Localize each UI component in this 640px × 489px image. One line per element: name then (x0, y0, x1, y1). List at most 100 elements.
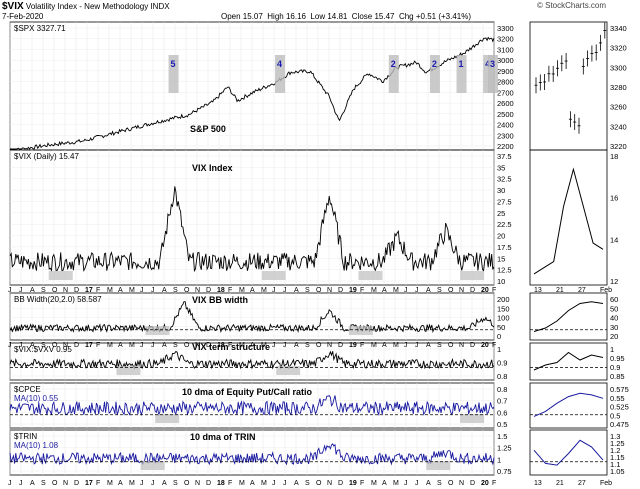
x-tick-label: J (415, 287, 419, 294)
x-tick-label: A (118, 287, 123, 294)
x-tick-label: N (327, 287, 332, 294)
zoom-y-tick-label: 1.15 (610, 453, 625, 462)
y-tick-label: 0 (497, 332, 501, 341)
y-tick-label: 3300 (497, 24, 514, 33)
shaded-region (48, 271, 73, 280)
zoom-y-tick-label: 1.05 (610, 467, 625, 476)
x-tick-label: D (338, 342, 343, 349)
x-tick-label-bottom: D (470, 480, 475, 487)
y-tick-label: 12.5 (497, 266, 512, 275)
y-tick-label: 2400 (497, 121, 514, 130)
x-tick-label-bottom: A (118, 480, 123, 487)
zoom-frame-2 (529, 292, 608, 341)
x-tick-label: A (118, 342, 123, 349)
shaded-region (388, 55, 399, 93)
shaded-region (116, 366, 141, 375)
x-tick-label: A (30, 342, 35, 349)
x-tick-label: O (316, 287, 322, 294)
y-tick-label: 1 (497, 455, 501, 464)
shaded-region (275, 55, 286, 93)
x-tick-label-bottom: J (8, 480, 12, 487)
zoom-y-tick-label: 0.525 (610, 403, 629, 412)
x-tick-label: D (74, 342, 79, 349)
y-tick-label: 35 (497, 163, 505, 172)
y-tick-label: 1.25 (497, 444, 512, 453)
shaded-region (276, 366, 301, 375)
x-tick-label: M (107, 287, 113, 294)
y-tick-label: 0.8 (497, 385, 507, 394)
panel-legend: $TRIN (14, 432, 37, 441)
x-tick-label: D (470, 342, 475, 349)
x-tick-label: A (294, 342, 299, 349)
shaded-region (488, 55, 498, 93)
region-label: 4 (485, 59, 490, 69)
y-tick-label: 17.5 (497, 243, 512, 252)
x-tick-label: N (327, 342, 332, 349)
x-tick-label: D (470, 287, 475, 294)
x-tick-label: J (140, 287, 144, 294)
y-tick-label: 1 (497, 345, 501, 354)
x-tick-label: N (63, 287, 68, 294)
x-tick-label: S (41, 342, 46, 349)
x-tick-label-bottom: O (316, 480, 322, 487)
ohlc-open: Open 15.07 (221, 12, 263, 21)
region-label: 5 (171, 59, 176, 69)
x-tick-label-bottom: F (360, 480, 364, 487)
x-tick-label: N (459, 287, 464, 294)
spx-line (10, 36, 495, 150)
x-tick-label-bottom: J (140, 480, 144, 487)
zoom-x-tick-label: 21 (556, 287, 564, 294)
y-tick-label: 20 (497, 232, 505, 241)
x-tick-label: J (19, 342, 23, 349)
x-tick-label-bottom: J (19, 480, 23, 487)
x-tick-label: M (393, 342, 399, 349)
x-tick-label-bottom: D (74, 480, 79, 487)
zoom-y-tick-label: 1.3 (610, 432, 620, 441)
source-credit: © StockCharts.com (537, 1, 607, 10)
y-tick-label: 50 (497, 323, 505, 332)
x-tick-label: J (19, 287, 23, 294)
zoom-y-tick-label: 18 (610, 152, 618, 161)
x-tick-label-bottom: A (30, 480, 35, 487)
zoom-y-tick-label: 1 (610, 345, 614, 354)
x-tick-label: J (8, 342, 12, 349)
zoom-y-tick-label: 14 (610, 235, 618, 244)
header-ohlc: Open 15.07 High 16.16 Low 14.81 Close 15… (221, 12, 471, 21)
shaded-region (140, 461, 165, 470)
x-tick-label: 17 (85, 287, 93, 294)
x-tick-label: F (228, 342, 232, 349)
zoom-y-tick-label: 3240 (610, 122, 627, 131)
zoom-frame-3 (529, 342, 608, 381)
x-tick-label: F (492, 342, 496, 349)
x-tick-label: M (239, 287, 245, 294)
x-tick-label: O (448, 342, 454, 349)
x-tick-label: D (338, 287, 343, 294)
x-tick-label: S (305, 342, 310, 349)
x-tick-label: D (206, 342, 211, 349)
shaded-region (460, 414, 485, 423)
zoom-bbwidth-line (533, 301, 604, 332)
shaded-region (348, 326, 373, 335)
zoom-x-tick-label: 27 (578, 287, 586, 294)
x-tick-label: S (173, 342, 178, 349)
x-tick-label: O (52, 287, 58, 294)
x-tick-label-bottom: S (305, 480, 310, 487)
x-tick-label-bottom: 20 (481, 480, 489, 487)
x-tick-label-bottom: M (129, 480, 135, 487)
y-tick-label: 2500 (497, 110, 514, 119)
x-tick-label: M (371, 287, 377, 294)
shaded-region (456, 55, 467, 93)
y-tick-label: 27.5 (497, 197, 512, 206)
zoom-y-tick-label: 60 (610, 295, 618, 304)
y-tick-label: 0.8 (497, 372, 507, 381)
x-tick-label: J (272, 342, 276, 349)
zoom-vix-line (533, 167, 604, 275)
x-tick-label: J (404, 287, 408, 294)
x-tick-label: N (63, 342, 68, 349)
x-tick-label: S (305, 287, 310, 294)
y-tick-label: 15 (497, 254, 505, 263)
region-label: 4 (277, 59, 282, 69)
y-tick-label: 3200 (497, 35, 514, 44)
y-tick-label: 150 (497, 304, 510, 313)
x-tick-label: O (52, 342, 58, 349)
